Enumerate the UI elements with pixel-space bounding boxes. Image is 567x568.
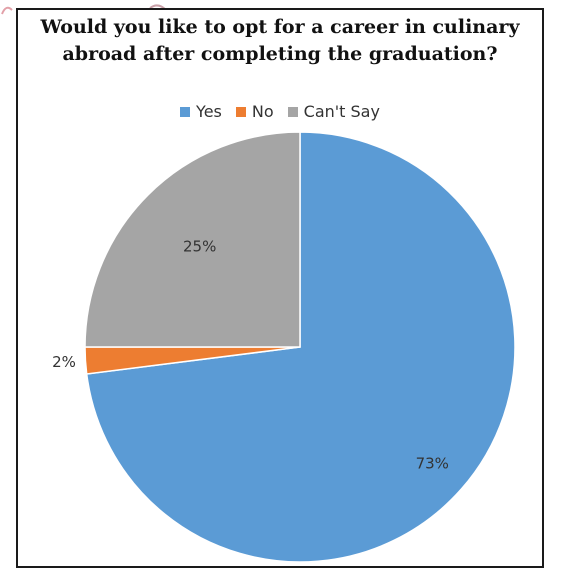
data-label-yes: 73% [416, 455, 449, 473]
chart-frame: Would you like to opt for a career in cu… [16, 8, 544, 568]
legend-swatch-yes [180, 106, 191, 117]
legend-swatch-cant-say [287, 106, 298, 117]
data-label-no: 2% [52, 353, 76, 371]
pie-slice-can-t-say [84, 131, 301, 348]
legend-item-yes: Yes [180, 102, 222, 121]
legend-label-no: No [251, 102, 274, 121]
legend-item-no: No [235, 102, 274, 121]
legend-label-yes: Yes [196, 102, 222, 121]
chart-title-line-2: abroad after completing the graduation? [62, 43, 498, 65]
legend-item-cant-say: Can't Say [287, 102, 380, 121]
pie-chart: 73% 2% 25% [52, 131, 516, 563]
legend-swatch-no [235, 106, 246, 117]
data-label-can-t-say: 25% [183, 238, 216, 256]
legend-label-cant-say: Can't Say [303, 102, 380, 121]
chart-title-line-1: Would you like to opt for a career in cu… [40, 16, 520, 38]
chart-legend: Yes No Can't Say [18, 102, 542, 121]
pie-slice-yes [85, 131, 516, 563]
chart-title: Would you like to opt for a career in cu… [18, 14, 542, 68]
